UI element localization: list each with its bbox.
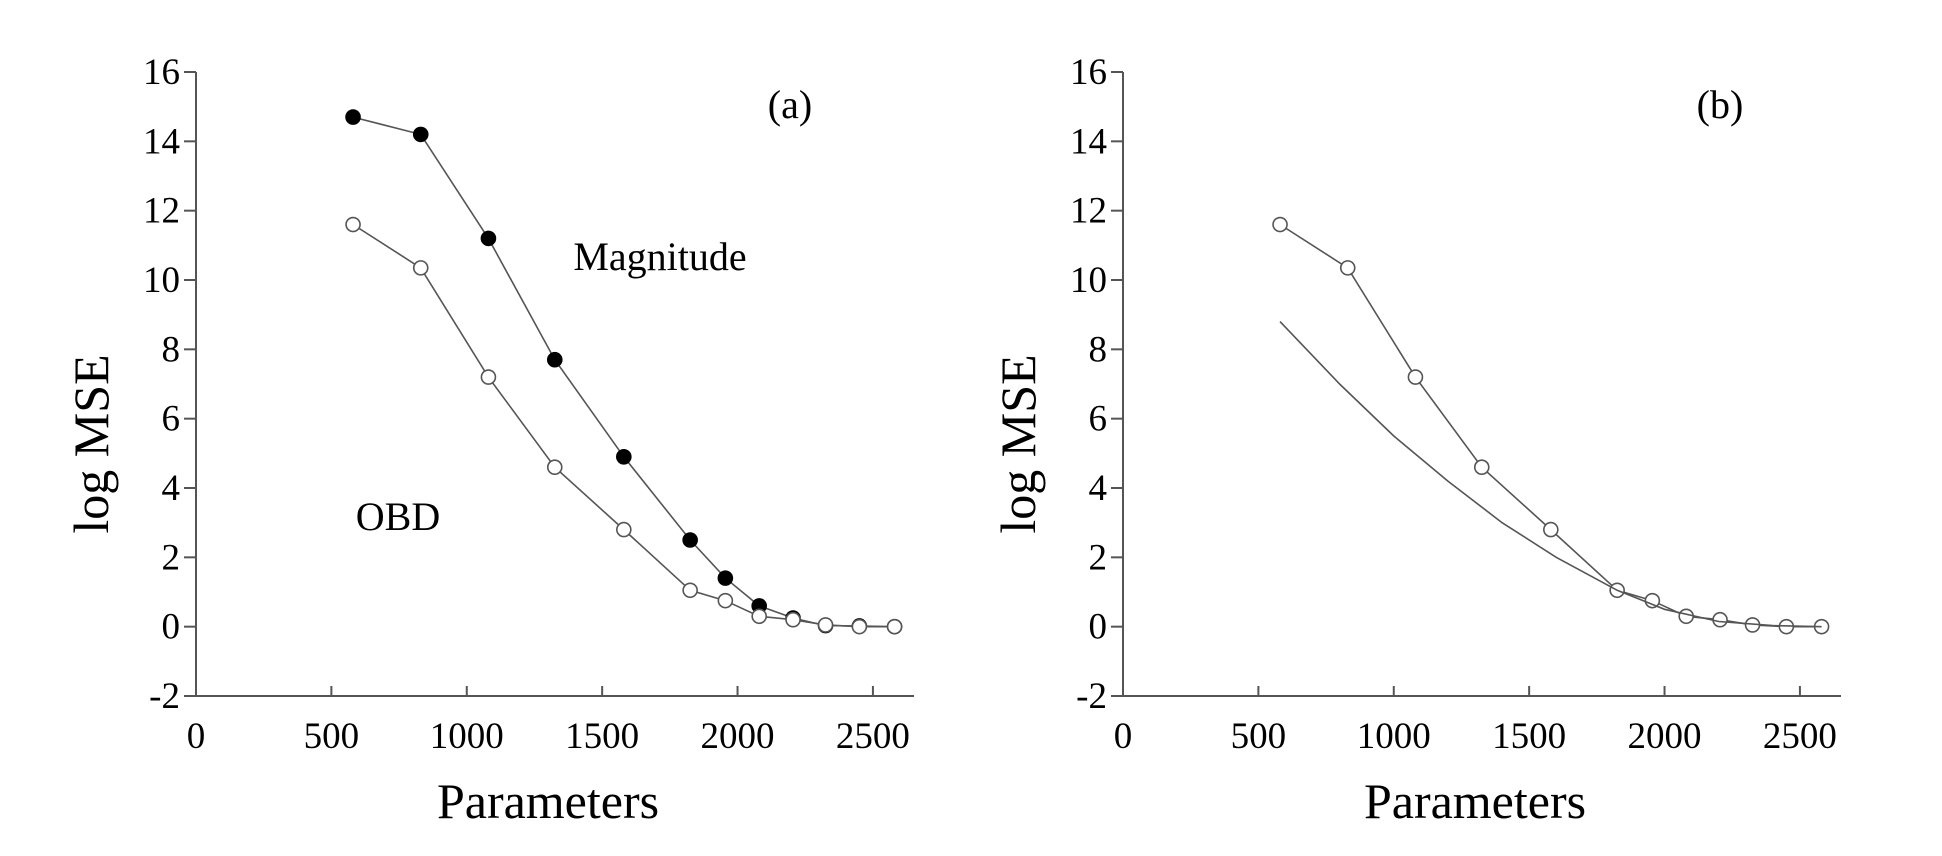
- series-1-point: [616, 448, 632, 465]
- y-tick-label: 2: [162, 537, 181, 578]
- y-tick-label: 8: [162, 329, 181, 370]
- y-tick-label: 16: [143, 52, 180, 93]
- x-tick-label: 500: [1231, 716, 1287, 757]
- y-tick-label: 16: [1070, 52, 1107, 93]
- x-tick-label: 2500: [836, 716, 910, 757]
- y-tick-label: 6: [162, 399, 181, 440]
- series-1-point: [1543, 521, 1559, 538]
- series-2-point: [817, 617, 834, 633]
- series-2-point: [412, 260, 429, 276]
- series-1-point: [412, 126, 429, 143]
- y-tick-label: 2: [1089, 537, 1108, 578]
- x-tick-label: 1500: [1492, 716, 1566, 757]
- series-1-point: [1678, 608, 1694, 625]
- x-tick-label: 2500: [1763, 716, 1837, 757]
- annotation-magnitude: Magnitude: [573, 234, 746, 279]
- series-2-point: [345, 216, 361, 233]
- x-tick-label: 2000: [701, 716, 775, 757]
- annotation-obd: OBD: [356, 494, 440, 539]
- y-tick-label: 4: [1089, 468, 1108, 509]
- series-2-point: [616, 521, 632, 538]
- series-2-point: [851, 618, 868, 635]
- panel-a: 0 500 1000 1500 2000 2500-20246810121416Param…: [63, 52, 914, 829]
- y-tick-label: 6: [1089, 399, 1108, 440]
- series-1-line: [352, 116, 895, 628]
- x-tick-label: 1000: [430, 716, 504, 757]
- series-1-point: [1473, 459, 1490, 476]
- series-1-point: [480, 230, 497, 247]
- series-1-point: [1339, 260, 1356, 276]
- y-tick-label: 10: [1070, 260, 1107, 301]
- x-tick-label: 0: [1114, 716, 1133, 757]
- y-tick-label: 4: [162, 468, 181, 509]
- series-2-point: [717, 592, 734, 609]
- series-2-point: [785, 611, 801, 628]
- panel-label: (b): [1697, 82, 1744, 127]
- x-axis-title: Parameters: [1364, 773, 1586, 829]
- panel-b: 0 500 1000 1500 2000 2500-20246810121416Param…: [990, 52, 1841, 829]
- series-2-point: [886, 618, 903, 635]
- x-tick-label: 2000: [1628, 716, 1702, 757]
- series-2-point: [682, 582, 698, 599]
- y-axis-title: log MSE: [63, 354, 119, 533]
- y-tick-label: 12: [1070, 191, 1107, 232]
- y-tick-label: 14: [143, 121, 180, 162]
- series-1-point: [546, 351, 563, 368]
- series-1-point: [1272, 216, 1288, 233]
- y-tick-label: 0: [1089, 607, 1108, 648]
- y-tick-label: 8: [1089, 329, 1108, 370]
- series-1-point: [1407, 369, 1424, 385]
- y-tick-label: 14: [1070, 121, 1107, 162]
- y-tick-label: -2: [1076, 676, 1107, 717]
- y-tick-label: 12: [143, 191, 180, 232]
- series-1-point: [682, 532, 698, 548]
- y-tick-label: -2: [149, 676, 180, 717]
- x-tick-label: 500: [304, 716, 360, 757]
- series-2-point: [480, 369, 497, 385]
- series-1-point: [1712, 611, 1728, 628]
- series-2-point: [546, 459, 563, 476]
- y-axis-title: log MSE: [990, 354, 1046, 533]
- x-tick-label: 1000: [1357, 716, 1431, 757]
- x-tick-label: 0: [187, 716, 206, 757]
- series-2-point: [751, 608, 768, 625]
- y-tick-label: 0: [162, 607, 181, 648]
- x-tick-label: 1500: [565, 716, 639, 757]
- series-1-point: [1644, 592, 1661, 609]
- panel-label: (a): [768, 82, 812, 127]
- series-1-line: [1279, 223, 1822, 628]
- x-axis-title: Parameters: [437, 773, 659, 829]
- series-2-line: [352, 223, 895, 628]
- series-1-point: [345, 109, 361, 125]
- y-tick-label: 10: [143, 260, 180, 301]
- series-2-line: [1279, 321, 1822, 628]
- series-1-point: [717, 570, 734, 586]
